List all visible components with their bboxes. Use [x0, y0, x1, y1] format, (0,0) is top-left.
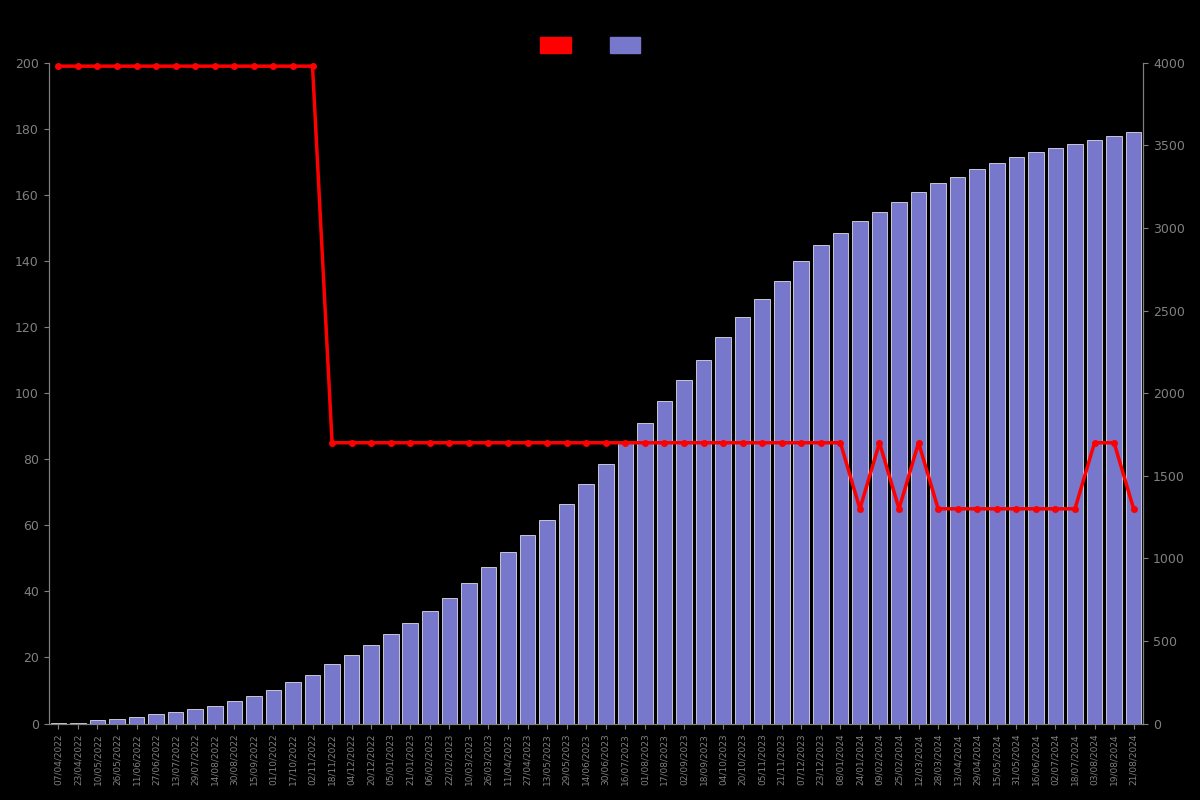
Bar [305, 675, 320, 723]
Bar [1028, 152, 1044, 723]
Bar [364, 645, 379, 723]
Bar [187, 709, 203, 723]
Bar [128, 717, 144, 723]
Bar [833, 233, 848, 723]
Bar [90, 720, 106, 723]
Bar [892, 202, 907, 723]
Bar [206, 706, 222, 723]
Bar [852, 222, 868, 723]
Bar [402, 622, 418, 723]
Bar [70, 722, 85, 723]
Bar [637, 423, 653, 723]
Bar [1126, 132, 1141, 723]
Bar [755, 299, 770, 723]
Bar [520, 535, 535, 723]
Bar [442, 598, 457, 723]
Legend: , : , [540, 37, 652, 53]
Bar [383, 634, 398, 723]
Bar [598, 464, 613, 723]
Bar [774, 281, 790, 723]
Bar [149, 714, 164, 723]
Bar [344, 655, 360, 723]
Bar [246, 696, 262, 723]
Bar [1067, 144, 1082, 723]
Bar [930, 183, 946, 723]
Bar [734, 318, 750, 723]
Bar [500, 552, 516, 723]
Bar [1008, 157, 1024, 723]
Bar [227, 702, 242, 723]
Bar [539, 520, 554, 723]
Bar [265, 690, 281, 723]
Bar [676, 380, 691, 723]
Bar [950, 177, 966, 723]
Bar [422, 611, 438, 723]
Bar [618, 442, 634, 723]
Bar [1048, 148, 1063, 723]
Bar [461, 583, 476, 723]
Bar [286, 682, 301, 723]
Bar [970, 170, 985, 723]
Bar [1106, 136, 1122, 723]
Bar [871, 211, 887, 723]
Bar [656, 402, 672, 723]
Bar [324, 664, 340, 723]
Bar [578, 484, 594, 723]
Bar [715, 337, 731, 723]
Bar [481, 567, 497, 723]
Bar [109, 718, 125, 723]
Bar [168, 712, 184, 723]
Bar [989, 162, 1004, 723]
Bar [793, 261, 809, 723]
Bar [559, 504, 575, 723]
Bar [814, 245, 829, 723]
Bar [696, 360, 712, 723]
Bar [1087, 141, 1103, 723]
Bar [911, 192, 926, 723]
